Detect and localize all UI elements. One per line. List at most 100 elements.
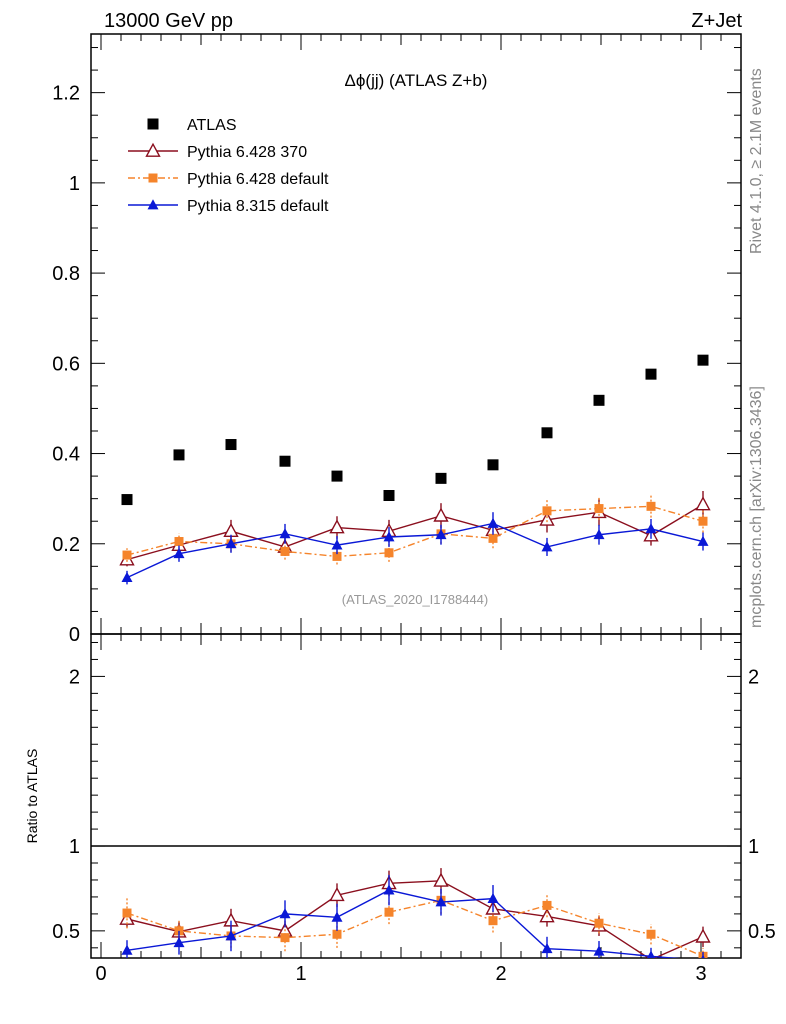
ratio-ytick-label: 2: [69, 666, 80, 688]
ratio-data-point: [593, 945, 605, 956]
data-point: [383, 531, 395, 542]
series-pythia-6-428-default: [122, 495, 708, 565]
ratio-data-point: [121, 944, 133, 955]
ratio-data-point: [594, 918, 604, 928]
ratio-ytick-label-right: 1: [748, 836, 759, 858]
legend-label: Pythia 6.428 default: [187, 171, 329, 188]
ratio-ytick-label-right: 0.5: [748, 921, 776, 943]
data-point: [593, 528, 605, 540]
ratio-data-point: [122, 908, 132, 918]
process-label: Z+Jet: [691, 10, 742, 32]
ratio-data-point: [487, 892, 499, 904]
main-ytick-label: 0.2: [52, 534, 80, 556]
ratio-data-point: [701, 954, 705, 958]
legend-label: Pythia 8.315 default: [187, 198, 329, 215]
ratio-series-line: [126, 899, 704, 957]
data-point: [697, 535, 709, 546]
main-axis-ticks: 0 0.2 0.4 0.6 0.8 1 1.2: [52, 34, 741, 646]
ratio-series-line: [126, 889, 681, 958]
data-point: [279, 528, 291, 539]
data-point: [488, 533, 498, 543]
ratio-data-point: [332, 929, 342, 939]
legend-item: ATLAS: [147, 117, 237, 134]
ratio-data-point: [435, 896, 447, 907]
data-point: [331, 539, 343, 550]
data-point: [698, 516, 708, 526]
data-point: [122, 550, 132, 560]
ratio-data-point: [383, 884, 395, 895]
data-point: [487, 459, 499, 471]
main-plot-title: Δϕ(jj) (ATLAS Z+b): [345, 71, 488, 90]
ratio-data-point: [646, 929, 656, 939]
data-point: [695, 496, 711, 511]
analysis-watermark: (ATLAS_2020_I1788444): [342, 592, 488, 607]
data-point: [593, 394, 605, 406]
data-point: [541, 541, 553, 552]
ratio-axis-ticks: 0.5 0.5 1 1 2 2 0 1 2 3: [52, 634, 776, 985]
ratio-data-point: [695, 928, 711, 943]
legend-marker: [148, 173, 158, 183]
ratio-data-point: [433, 872, 449, 887]
data-point: [121, 571, 133, 583]
data-point: [697, 354, 709, 366]
data-point: [332, 551, 342, 561]
ratio-xtick-label: 1: [295, 963, 306, 985]
data-point: [433, 507, 449, 522]
data-point: [435, 528, 447, 540]
data-point: [645, 368, 657, 380]
data-point: [174, 537, 184, 547]
data-point: [594, 504, 604, 514]
data-point: [384, 548, 394, 558]
ratio-xtick-label: 3: [695, 963, 706, 985]
legend-marker: [147, 118, 159, 130]
main-ytick-label: 0.6: [52, 353, 80, 375]
series-line: [126, 505, 704, 558]
legend-marker: [147, 199, 159, 210]
legend-item: Pythia 8.315 default: [128, 198, 329, 215]
data-point: [225, 537, 237, 549]
ratio-data-point: [329, 886, 345, 902]
data-point: [539, 511, 555, 526]
data-point: [331, 470, 343, 482]
data-point: [646, 501, 656, 511]
ratio-data-point: [331, 911, 343, 922]
data-point: [225, 439, 237, 451]
legend: ATLAS Pythia 6.428 370 Pythia 6.428 defaul…: [128, 117, 329, 215]
ratio-panel: 0.5 0.5 1 1 2 2 0 1 2 3 Ratio to ATLAS: [24, 633, 776, 985]
data-point: [542, 506, 552, 516]
data-point: [435, 472, 447, 484]
main-ytick-label: 0: [69, 624, 80, 646]
ratio-data-point: [542, 900, 552, 910]
series-line: [126, 522, 704, 579]
ratio-data-point: [541, 942, 553, 954]
data-point: [121, 494, 133, 506]
ratio-ytick-label-right: 2: [748, 666, 759, 688]
data-point: [173, 449, 185, 461]
data-point: [280, 546, 290, 556]
data-point: [279, 455, 291, 467]
data-point: [223, 522, 239, 538]
ratio-series-group: [119, 868, 711, 958]
ratio-series-pythia-8-315-default: [121, 874, 705, 958]
ratio-data-point: [384, 907, 394, 917]
main-panel: 0 0.2 0.4 0.6 0.8 1 1.2 Δϕ(jj) (ATLAS Z+b) (AT…: [52, 33, 742, 646]
data-point: [487, 517, 499, 528]
series-line: [126, 503, 704, 561]
ratio-ytick-label: 1: [69, 836, 80, 858]
ratio-data-point: [280, 933, 290, 943]
ratio-xtick-label: 2: [495, 963, 506, 985]
main-ytick-label: 1: [69, 173, 80, 195]
ratio-data-point: [225, 930, 237, 941]
main-ytick-label: 1.2: [52, 83, 80, 105]
ratio-data-point: [646, 950, 656, 958]
ratio-plot-frame: [90, 633, 742, 959]
main-series-group: [119, 354, 711, 585]
data-point: [329, 519, 345, 534]
main-ytick-label: 0.8: [52, 263, 80, 285]
main-ytick-label: 0.4: [52, 444, 80, 466]
ratio-ylabel: Ratio to ATLAS: [24, 749, 40, 844]
ratio-data-point: [279, 908, 291, 919]
ratio-xtick-label: 0: [95, 963, 106, 985]
legend-label: ATLAS: [187, 117, 237, 134]
